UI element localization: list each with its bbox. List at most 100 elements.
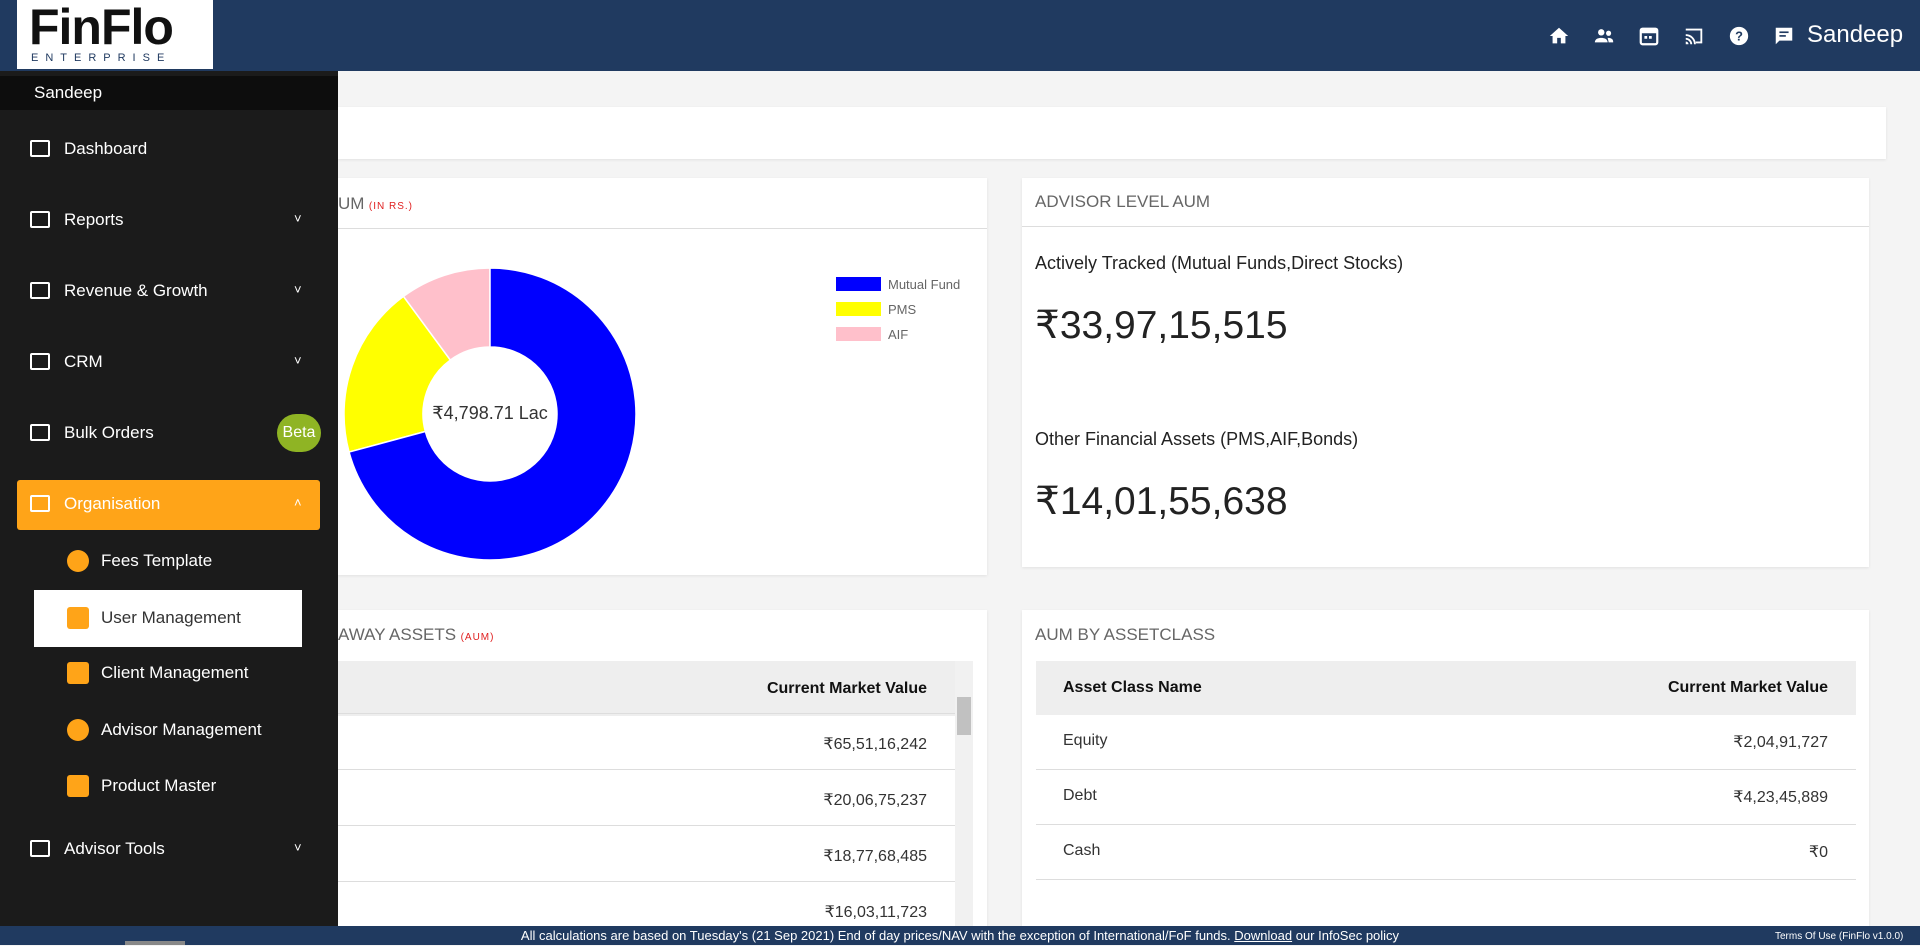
cell: ₹16,03,11,723 [824, 904, 927, 921]
breadcrumb-bar [338, 107, 1886, 159]
cast-icon[interactable] [1683, 25, 1705, 47]
chevron: ˄ [294, 495, 302, 510]
footer-text: All calculations are based on Tuesday's … [520, 928, 1231, 943]
beta-badge: Beta [277, 414, 321, 452]
submenu-icon [67, 607, 89, 629]
cell: ₹18,77,68,485 [823, 848, 927, 865]
tracked-value: ₹33,97,15,515 [1035, 304, 1288, 347]
scroll-thumb [125, 941, 185, 945]
submenu-item[interactable]: Fees Template [101, 551, 213, 570]
advisor-card: ADVISOR LEVEL AUM Actively Tracked (Mutu… [1022, 178, 1869, 567]
cell: ₹65,51,16,242 [823, 736, 927, 753]
held-away-card: AWAY ASSETS (AUM) Current Market Value ₹… [338, 610, 987, 926]
tracked-label: Actively Tracked (Mutual Funds,Direct St… [1035, 253, 1404, 273]
footer-note: All calculations are based on Tuesday's … [0, 926, 1920, 945]
menu-item[interactable]: CRM [64, 352, 103, 371]
assetclass-card: AUM BY ASSETCLASS Asset Class Name Curre… [1022, 610, 1869, 926]
divider [338, 228, 987, 229]
logo-text: FinFlo [29, 0, 174, 55]
other-label: Other Financial Assets (PMS,AIF,Bonds) [1035, 429, 1359, 449]
row-divider [338, 713, 955, 714]
calendar-icon[interactable] [1638, 25, 1660, 47]
row-divider [338, 825, 955, 826]
menu-item[interactable]: Advisor Tools [64, 839, 165, 858]
row-divider [1036, 769, 1856, 770]
cell: ₹4,23,45,889 [1733, 789, 1828, 806]
menu-icon [30, 840, 50, 857]
submenu-icon [67, 662, 89, 684]
home-icon[interactable] [1548, 25, 1570, 47]
row-divider [338, 769, 955, 770]
logo-sub: ENTERPRISE [31, 52, 172, 64]
other-value: ₹14,01,55,638 [1035, 480, 1288, 523]
legend-label: Mutual Fund [888, 277, 960, 292]
scrollbar[interactable] [955, 661, 973, 926]
submenu-icon [67, 719, 89, 741]
cell: ₹0 [1808, 844, 1828, 861]
menu-item[interactable]: Bulk Orders [64, 423, 154, 442]
pie-card: UM (IN RS.) AIF PMS Mutual Fund ₹4,798.71 … [338, 178, 987, 575]
chevron: ˅ [294, 353, 302, 368]
cell: ₹2,04,91,727 [1733, 734, 1828, 751]
menu-icon [30, 424, 50, 441]
legend-swatch [836, 302, 881, 316]
active-menu-bg [17, 480, 320, 530]
menu-item[interactable]: Reports [64, 210, 124, 229]
help-icon[interactable]: ? [1728, 25, 1750, 47]
card-title: ADVISOR LEVEL AUM [1035, 192, 1211, 211]
row-divider [1036, 879, 1856, 880]
top-bar: FinFlo ENTERPRISE ? Sandeep [0, 0, 1920, 71]
menu-icon [30, 495, 50, 512]
cell: ₹20,06,75,237 [823, 792, 927, 809]
center-label: ₹4,798.71 Lac [432, 403, 548, 423]
submenu-item[interactable]: Product Master [101, 776, 217, 795]
submenu-icon [67, 550, 89, 572]
menu-item[interactable]: Dashboard [64, 139, 148, 158]
cell: Equity [1063, 732, 1108, 749]
logo[interactable]: FinFlo ENTERPRISE [17, 0, 213, 69]
pie-title: UM (IN RS.) [338, 194, 413, 214]
row-divider [338, 881, 955, 882]
menu-icon [30, 211, 50, 228]
donut-slice [348, 267, 637, 561]
title: AWAY ASSETS [338, 625, 457, 644]
chevron: ˅ [294, 840, 302, 855]
menu-icon [30, 353, 50, 370]
footer-text: our InfoSec policy [1295, 928, 1400, 943]
title: UM [338, 194, 365, 213]
svg-text:?: ? [1735, 29, 1743, 44]
column-header: Current Market Value [766, 680, 927, 697]
title-note: (IN RS.) [368, 201, 414, 212]
divider [1022, 226, 1869, 227]
legend-swatch [836, 277, 881, 291]
terms[interactable]: Terms Of Use (FinFlo v1.0.0) [1775, 931, 1904, 942]
chevron: ˅ [294, 282, 302, 297]
cell: Cash [1063, 842, 1101, 859]
legend-swatch [836, 327, 881, 341]
donut-chart: AIF PMS Mutual Fund ₹4,798.71 Lac [343, 267, 960, 561]
user-name[interactable]: Sandeep [1807, 21, 1904, 48]
menu-item[interactable]: Revenue & Growth [64, 281, 208, 300]
cell: Debt [1063, 787, 1097, 804]
submenu-item[interactable]: Client Management [101, 663, 249, 682]
card-title: AWAY ASSETS (AUM) [338, 625, 494, 645]
donut-slice [343, 295, 452, 454]
column-header: Current Market Value [1667, 679, 1828, 696]
footer: All calculations are based on Tuesday's … [0, 926, 1920, 945]
menu-item[interactable]: Organisation [64, 494, 161, 513]
submenu-item[interactable]: Advisor Management [101, 720, 262, 739]
submenu-item[interactable]: User Management [101, 608, 241, 627]
sidebar-user: Sandeep [0, 76, 338, 110]
chevron: ˅ [294, 211, 302, 226]
card-title: AUM BY ASSETCLASS [1035, 625, 1216, 644]
title-note: (AUM) [460, 632, 495, 643]
chat-icon[interactable] [1773, 25, 1795, 47]
row-divider [1036, 824, 1856, 825]
download-link[interactable]: Download [1234, 928, 1293, 943]
column-header: Asset Class Name [1063, 679, 1202, 696]
menu-icon [30, 282, 50, 299]
legend-label: AIF [888, 327, 908, 342]
menu-icon [30, 140, 50, 157]
users-icon[interactable] [1593, 25, 1615, 47]
